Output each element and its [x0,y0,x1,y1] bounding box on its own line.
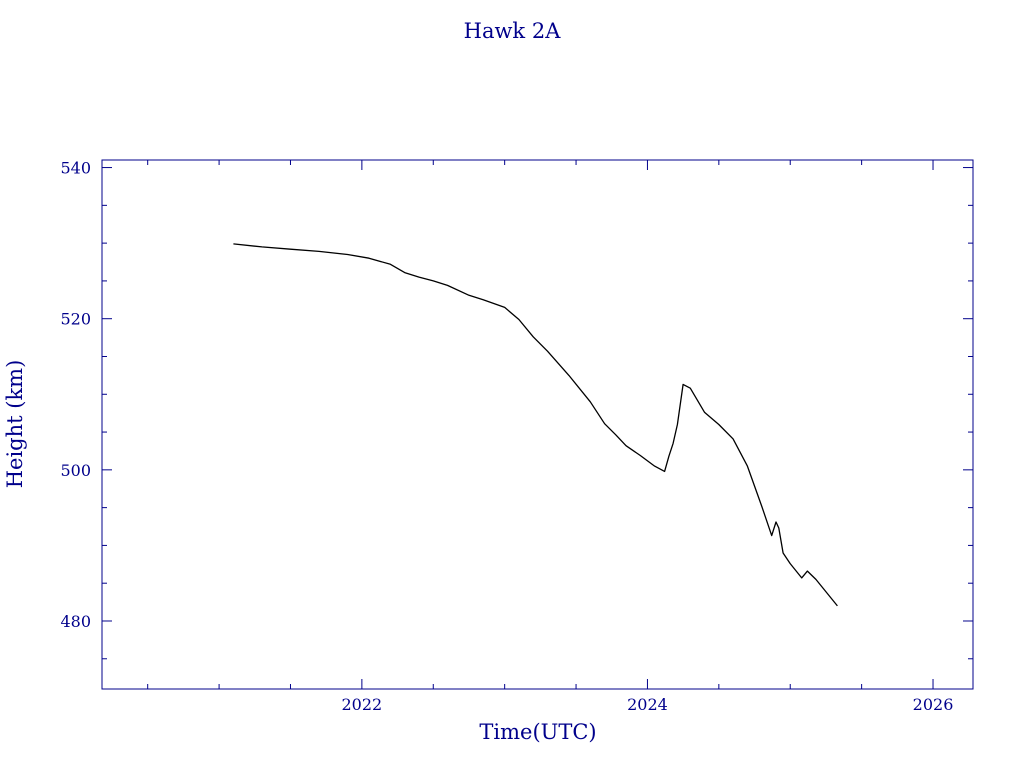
chart-title: Hawk 2A [464,19,562,43]
series-layer [233,243,838,607]
height-series-line [233,243,838,607]
x-axis-label: Time(UTC) [479,720,596,744]
y-axis-label: Height (km) [3,360,27,489]
plot-frame [101,159,974,690]
tick-labels: 2022 2024 2026 480 500 520 540 [60,159,953,714]
y-tick-label: 540 [60,159,91,178]
y-tick-label: 480 [60,612,91,631]
y-tick-label: 520 [60,310,91,329]
axis-ticks [102,160,973,689]
x-tick-label: 2024 [627,695,668,714]
x-tick-label: 2022 [342,695,383,714]
y-tick-label: 500 [60,461,91,480]
x-tick-label: 2026 [913,695,954,714]
